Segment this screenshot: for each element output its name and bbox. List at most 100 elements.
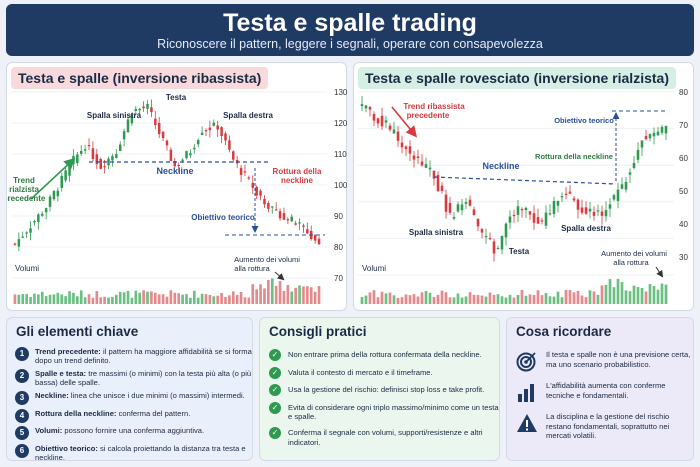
item-term: Spalle e testa: xyxy=(35,369,87,379)
volume-bar xyxy=(231,291,235,304)
candle-body xyxy=(208,127,212,131)
volume-bar xyxy=(476,295,480,304)
candle-body xyxy=(500,236,504,250)
candle-body xyxy=(496,248,500,250)
volume-bar xyxy=(492,294,496,304)
volume-bar xyxy=(596,294,600,304)
volume-bar xyxy=(420,292,424,304)
candle-body xyxy=(576,199,580,210)
volume-bar xyxy=(235,294,239,304)
candle-body xyxy=(99,158,102,169)
breakout-label: Rottura della neckline xyxy=(535,152,613,161)
volume-bar xyxy=(516,294,520,304)
candle-body xyxy=(146,103,149,109)
candle-body xyxy=(648,134,652,139)
volume-bar xyxy=(424,290,428,304)
candle-body xyxy=(216,125,219,130)
candle-body xyxy=(636,149,640,160)
candle-body xyxy=(150,107,153,113)
candle-body xyxy=(376,118,380,124)
candle-body xyxy=(600,211,604,216)
volume-bar xyxy=(432,296,436,304)
volume-bar xyxy=(472,294,476,304)
remember-text: La disciplina e la gestione del rischio … xyxy=(546,412,670,440)
volume-bar xyxy=(68,291,71,304)
y-tick: 40 xyxy=(679,220,688,229)
list-item: 1 Trend precedente: il pattern ha maggior… xyxy=(15,347,252,366)
volume-bar xyxy=(60,294,64,304)
volume-bar xyxy=(165,296,169,304)
tip-text: Evita di considerare ogni triplo massimo… xyxy=(288,402,499,422)
list-item: Il testa e spalle non è una previsione c… xyxy=(516,350,693,372)
price-candles xyxy=(360,95,668,262)
step-number: 3 xyxy=(15,391,29,406)
volume-bar xyxy=(76,296,79,304)
candle-body xyxy=(243,171,247,173)
volume-bar xyxy=(157,294,161,304)
target-icon xyxy=(516,352,536,372)
candle-body xyxy=(181,159,184,161)
candle-body xyxy=(271,206,274,208)
volume-bar xyxy=(592,291,596,304)
volume-bar xyxy=(173,292,177,304)
volume-bar xyxy=(448,297,452,304)
candle-body xyxy=(464,202,468,204)
y-tick: 70 xyxy=(679,121,688,130)
item-term: Trend precedente: xyxy=(35,347,101,356)
candle-body xyxy=(60,175,63,188)
candle-body xyxy=(138,108,141,111)
item-text: il pattern ha maggiore affidabilità se s… xyxy=(35,347,252,366)
candle-body xyxy=(142,106,145,109)
candle-body xyxy=(360,104,364,107)
volume-bar xyxy=(72,292,75,304)
candle-body xyxy=(37,214,40,223)
tips-box: Consigli pratici ✓ Non entrare prima dell… xyxy=(259,317,500,461)
price-gridlines xyxy=(358,91,674,276)
list-item: ✓ Usa la gestione del rischio: definisci … xyxy=(269,384,499,396)
volume-note: Aumento dei volumi xyxy=(234,255,300,264)
volume-note: alla rottura xyxy=(613,258,649,267)
volume-bar xyxy=(640,287,644,304)
volume-bar xyxy=(560,297,564,304)
candle-body xyxy=(620,184,624,189)
candle-body xyxy=(25,232,28,234)
tip-text: Usa la gestione del rischio: definisci s… xyxy=(288,385,485,394)
candle-body xyxy=(247,177,251,179)
candle-body xyxy=(536,217,540,224)
candle-body xyxy=(87,144,91,147)
volume-bar xyxy=(270,278,274,304)
volume-bar xyxy=(212,296,216,304)
volume-bars xyxy=(13,278,321,304)
volume-bar xyxy=(368,292,372,304)
volume-bar xyxy=(372,290,376,304)
candle-body xyxy=(91,148,95,160)
volume-bar xyxy=(91,297,95,304)
volume-bar xyxy=(608,279,612,304)
step-number: 5 xyxy=(15,426,29,441)
volume-bar xyxy=(388,292,392,304)
candle-body xyxy=(476,218,480,227)
trend-label: precedente xyxy=(7,194,46,203)
volume-bar xyxy=(408,295,412,304)
candle-body xyxy=(488,238,492,240)
volume-bar xyxy=(196,297,200,304)
volume-bar xyxy=(412,294,416,304)
candle-body xyxy=(424,164,428,168)
y-tick: 100 xyxy=(334,181,348,190)
volume-bar xyxy=(37,294,40,304)
target-label: Obiettivo teorico xyxy=(191,213,255,222)
candle-body xyxy=(317,238,321,245)
candle-body xyxy=(294,223,297,225)
step-number: 2 xyxy=(15,369,29,384)
item-text: tre massimi (o minimi) con la testa più … xyxy=(35,369,252,388)
volume-bar xyxy=(648,284,652,304)
candle-body xyxy=(400,142,404,148)
volume-bar xyxy=(652,286,656,304)
candle-body xyxy=(452,217,456,219)
volume-bar xyxy=(584,297,588,304)
volume-bar xyxy=(552,296,556,304)
candle-body xyxy=(154,118,157,126)
volume-bar xyxy=(396,297,400,304)
candle-body xyxy=(196,140,200,145)
candle-body xyxy=(267,203,270,209)
